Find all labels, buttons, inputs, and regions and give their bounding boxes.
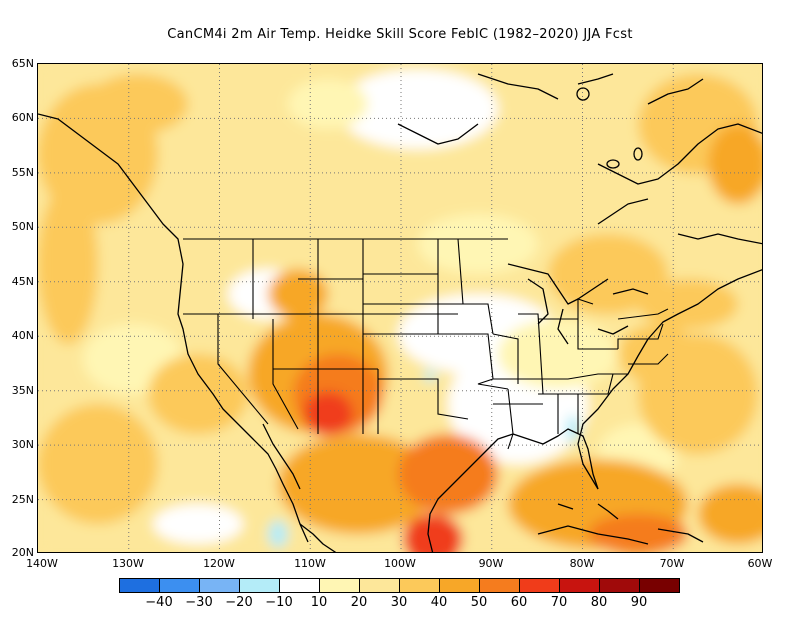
lat-tick-label: 25N: [11, 493, 34, 506]
lon-tick-label: 110W: [294, 557, 326, 570]
map-canvas: [38, 64, 762, 552]
colorbar-label: 10: [310, 595, 328, 610]
lat-tick-label: 35N: [11, 384, 34, 397]
colorbar-swatch: [559, 578, 600, 593]
colorbar-label: 30: [390, 595, 408, 610]
lon-tick-label: 60W: [747, 557, 773, 570]
lon-tick-label: 100W: [384, 557, 416, 570]
lat-tick-label: 20N: [11, 546, 34, 559]
lon-tick-label: 80W: [569, 557, 595, 570]
colorbar-swatch: [599, 578, 640, 593]
colorbar-swatch: [479, 578, 520, 593]
lat-tick-label: 45N: [11, 275, 34, 288]
lon-tick-label: 70W: [659, 557, 685, 570]
colorbar-label: −30: [185, 595, 213, 610]
colorbar-label: 80: [590, 595, 608, 610]
colorbar-label: 20: [350, 595, 368, 610]
colorbar-swatch: [319, 578, 360, 593]
lat-tick-label: 60N: [11, 111, 34, 124]
map-title: CanCM4i 2m Air Temp. Heidke Skill Score …: [167, 27, 633, 42]
colorbar-label: 40: [430, 595, 448, 610]
colorbar-swatch: [199, 578, 240, 593]
colorbar-swatch: [359, 578, 400, 593]
colorbar-swatch: [159, 578, 200, 593]
lon-tick-label: 130W: [112, 557, 144, 570]
colorbar-swatch: [119, 578, 160, 593]
colorbar-swatch: [239, 578, 280, 593]
lat-tick-label: 40N: [11, 329, 34, 342]
colorbar-swatch: [639, 578, 680, 593]
lat-tick-label: 65N: [11, 57, 34, 70]
colorbar-swatch: [519, 578, 560, 593]
state-borders: [183, 238, 669, 450]
colorbar-label: 70: [550, 595, 568, 610]
colorbar-label: 90: [630, 595, 648, 610]
lat-lon-grid: [38, 64, 762, 552]
colorbar-label: 50: [470, 595, 488, 610]
lon-tick-label: 140W: [26, 557, 58, 570]
colorbar-label: −40: [145, 595, 173, 610]
lat-tick-label: 30N: [11, 438, 34, 451]
skill-score-map: [37, 63, 763, 553]
colorbar-label: 60: [510, 595, 528, 610]
lat-tick-label: 55N: [11, 166, 34, 179]
colorbar-label: −10: [265, 595, 293, 610]
coastlines: [38, 73, 762, 552]
skill-field: [38, 64, 762, 552]
lat-tick-label: 50N: [11, 220, 34, 233]
colorbar-label: −20: [225, 595, 253, 610]
colorbar-swatch: [439, 578, 480, 593]
lon-tick-label: 120W: [203, 557, 235, 570]
colorbar-swatch: [279, 578, 320, 593]
lon-tick-label: 90W: [478, 557, 504, 570]
colorbar-swatch: [399, 578, 440, 593]
